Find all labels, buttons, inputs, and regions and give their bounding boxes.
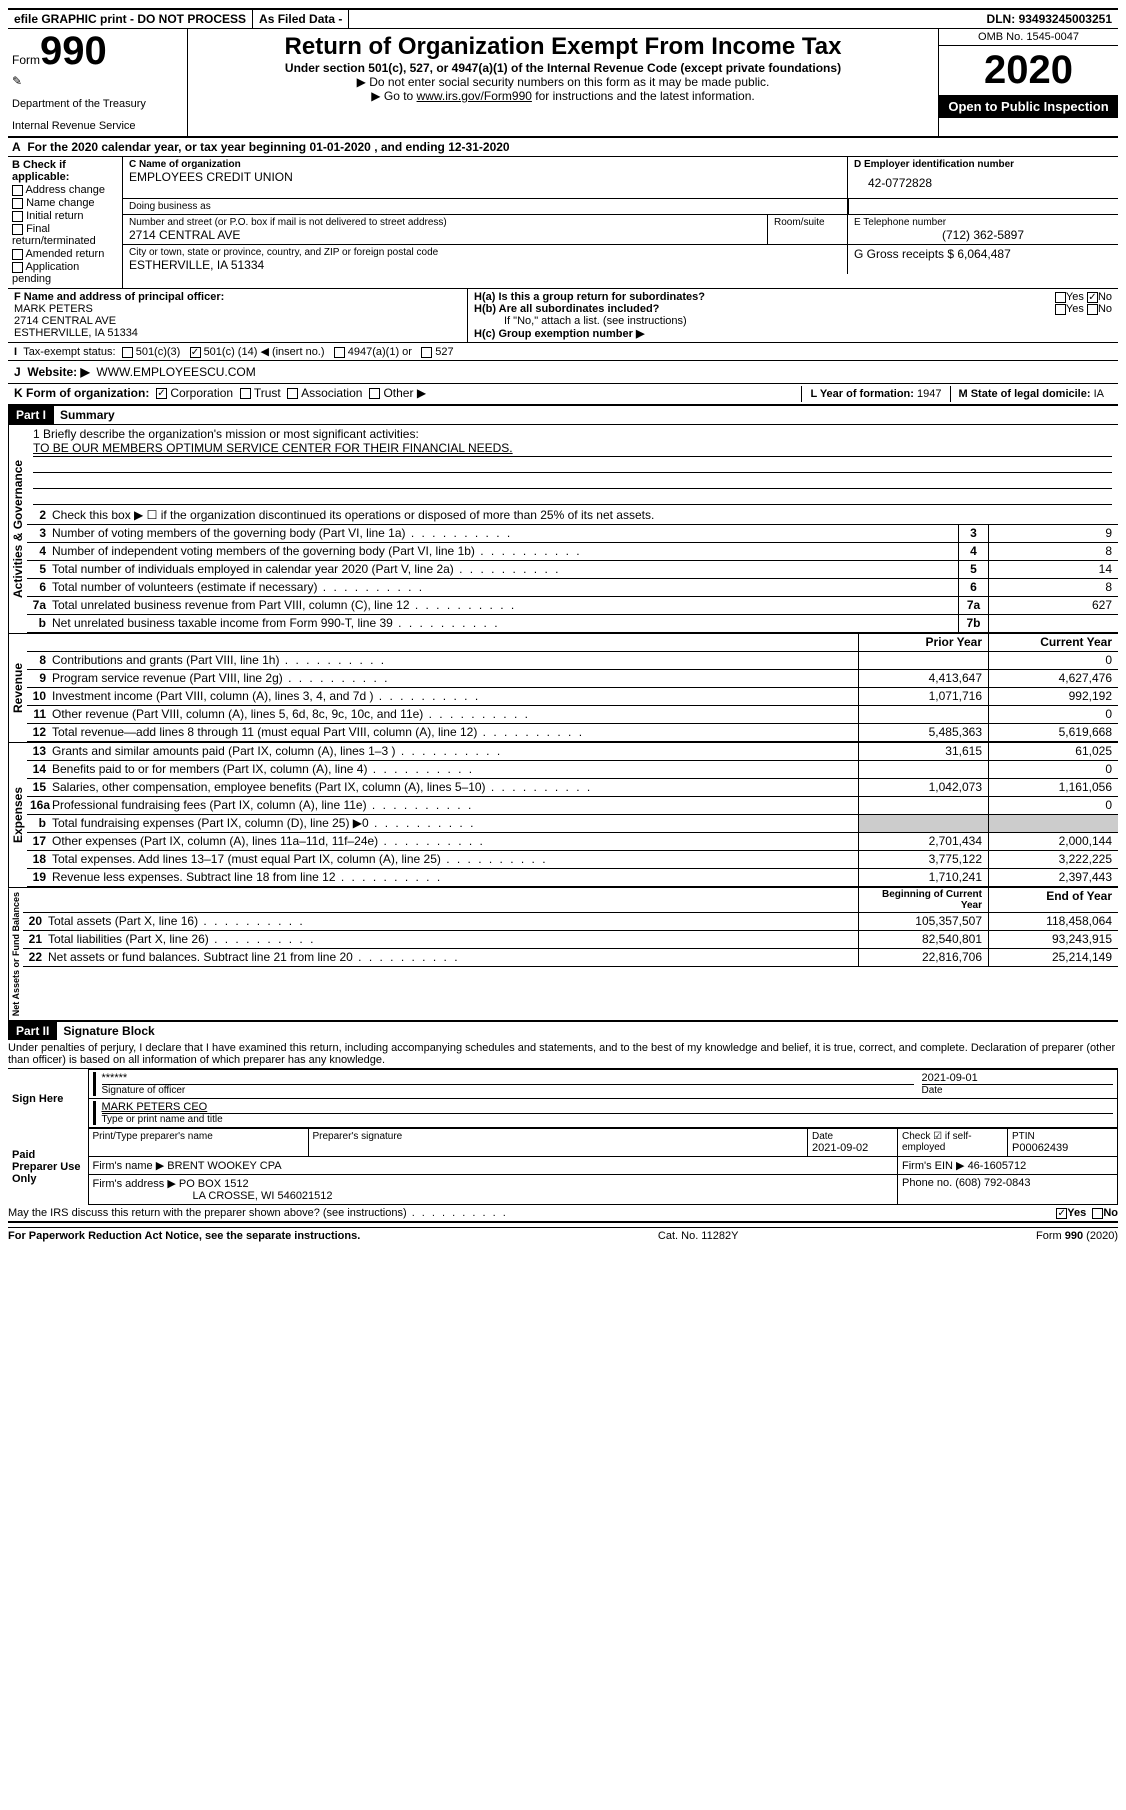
prep-date: 2021-09-02 [812,1142,893,1154]
row-klm: K Form of organization: ✓ Corporation Tr… [8,384,1118,406]
perjury-statement: Under penalties of perjury, I declare th… [8,1040,1118,1069]
vert-label-revenue: Revenue [8,634,27,742]
as-filed-label: As Filed Data - [252,10,349,28]
ptin: P00062439 [1012,1142,1113,1154]
firm-ein: 46-1605712 [968,1160,1027,1172]
summary-line: 13Grants and similar amounts paid (Part … [27,743,1118,761]
gov-line: 6Total number of volunteers (estimate if… [27,579,1118,597]
officer-name-title: MARK PETERS CEO [102,1101,1114,1113]
vert-label-governance: Activities & Governance [8,425,27,633]
firm-name: BRENT WOOKEY CPA [167,1160,281,1172]
form-title: Return of Organization Exempt From Incom… [196,33,930,61]
ein-label: D Employer identification number [854,159,1014,170]
summary-line: 11Other revenue (Part VIII, column (A), … [27,706,1118,724]
summary-line: 19Revenue less expenses. Subtract line 1… [27,869,1118,887]
swirl-icon: ✎ [12,74,183,88]
street-value: 2714 CENTRAL AVE [129,228,761,242]
state-domicile: IA [1094,388,1104,400]
officer-city: ESTHERVILLE, IA 51334 [14,327,138,339]
summary-line: 22Net assets or fund balances. Subtract … [23,949,1118,967]
gov-line: 4Number of independent voting members of… [27,543,1118,561]
col-b-checkboxes: B Check if applicable: Address change Na… [8,157,123,288]
phone-value: (712) 362-5897 [854,228,1112,242]
gross-receipts-value: 6,064,487 [957,247,1010,261]
firm-addr2: LA CROSSE, WI 546021512 [93,1190,333,1202]
form-note-1: ▶ Do not enter social security numbers o… [196,75,930,89]
org-name: EMPLOYEES CREDIT UNION [129,170,841,184]
summary-line: 12Total revenue—add lines 8 through 11 (… [27,724,1118,742]
website-value: WWW.EMPLOYEESCU.COM [96,365,255,379]
firm-addr1: PO BOX 1512 [179,1178,249,1190]
city-value: ESTHERVILLE, IA 51334 [129,258,841,272]
summary-line: bTotal fundraising expenses (Part IX, co… [27,815,1118,833]
form-subtitle: Under section 501(c), 527, or 4947(a)(1)… [196,61,930,75]
gross-receipts-label: G Gross receipts $ [854,247,954,261]
firm-phone: (608) 792-0843 [955,1177,1030,1189]
gov-line: 3Number of voting members of the governi… [27,525,1118,543]
summary-line: 8Contributions and grants (Part VIII, li… [27,652,1118,670]
summary-line: 9Program service revenue (Part VIII, lin… [27,670,1118,688]
row-fh: F Name and address of principal officer:… [8,289,1118,343]
gov-line: bNet unrelated business taxable income f… [27,615,1118,633]
summary-line: 18Total expenses. Add lines 13–17 (must … [27,851,1118,869]
form-ref: Form 990 (2020) [1036,1230,1118,1242]
topbar: efile GRAPHIC print - DO NOT PROCESS As … [8,8,1118,29]
summary-line: 21Total liabilities (Part X, line 26)82,… [23,931,1118,949]
omb-number: OMB No. 1545-0047 [939,29,1118,46]
gov-line: 7aTotal unrelated business revenue from … [27,597,1118,615]
paid-preparer-block: Paid Preparer Use Only Print/Type prepar… [8,1128,1118,1205]
row-j-website: J Website: ▶ WWW.EMPLOYEESCU.COM [8,361,1118,384]
officer-name: MARK PETERS [14,303,93,315]
form-header: Form990 ✎ Department of the Treasury Int… [8,29,1118,138]
ein-value: 42-0772828 [854,170,1112,196]
officer-street: 2714 CENTRAL AVE [14,315,116,327]
form-note-2: ▶ Go to www.irs.gov/Form990 for instruct… [196,89,930,103]
summary-line: 17Other expenses (Part IX, column (A), l… [27,833,1118,851]
sign-date: 2021-09-01 [922,1072,1114,1084]
form-number: Form990 [12,29,183,74]
part-i-header: Part ISummary [8,406,1118,424]
summary-line: 20Total assets (Part X, line 16)105,357,… [23,913,1118,931]
mission-question: 1 Briefly describe the organization's mi… [33,427,1112,441]
dept-treasury: Department of the Treasury [12,98,183,110]
irs-link[interactable]: www.irs.gov/Form990 [417,89,532,103]
tax-year: 2020 [939,46,1118,95]
year-formation: 1947 [917,388,941,400]
summary-line: 14Benefits paid to or for members (Part … [27,761,1118,779]
efile-label: efile GRAPHIC print - DO NOT PROCESS [8,10,252,28]
page-footer: For Paperwork Reduction Act Notice, see … [8,1227,1118,1242]
phone-label: E Telephone number [854,217,1112,228]
dept-irs: Internal Revenue Service [12,120,183,132]
block-bcde: B Check if applicable: Address change Na… [8,157,1118,289]
dln: DLN: 93493245003251 [981,10,1118,28]
summary-line: 16aProfessional fundraising fees (Part I… [27,797,1118,815]
discuss-row: May the IRS discuss this return with the… [8,1205,1118,1223]
summary-line: 10Investment income (Part VIII, column (… [27,688,1118,706]
row-i-tax-status: I Tax-exempt status: 501(c)(3) ✓ 501(c) … [8,343,1118,361]
sign-here-block: Sign Here ****** Signature of officer 20… [8,1069,1118,1128]
summary-line: 15Salaries, other compensation, employee… [27,779,1118,797]
part-ii-header: Part IISignature Block [8,1022,1118,1040]
mission-text: TO BE OUR MEMBERS OPTIMUM SERVICE CENTER… [33,441,1112,457]
vert-label-expenses: Expenses [8,743,27,887]
open-to-public: Open to Public Inspection [939,95,1118,118]
gov-line: 5Total number of individuals employed in… [27,561,1118,579]
vert-label-netassets: Net Assets or Fund Balances [8,888,23,1020]
row-a-tax-year: A For the 2020 calendar year, or tax yea… [8,138,1118,157]
